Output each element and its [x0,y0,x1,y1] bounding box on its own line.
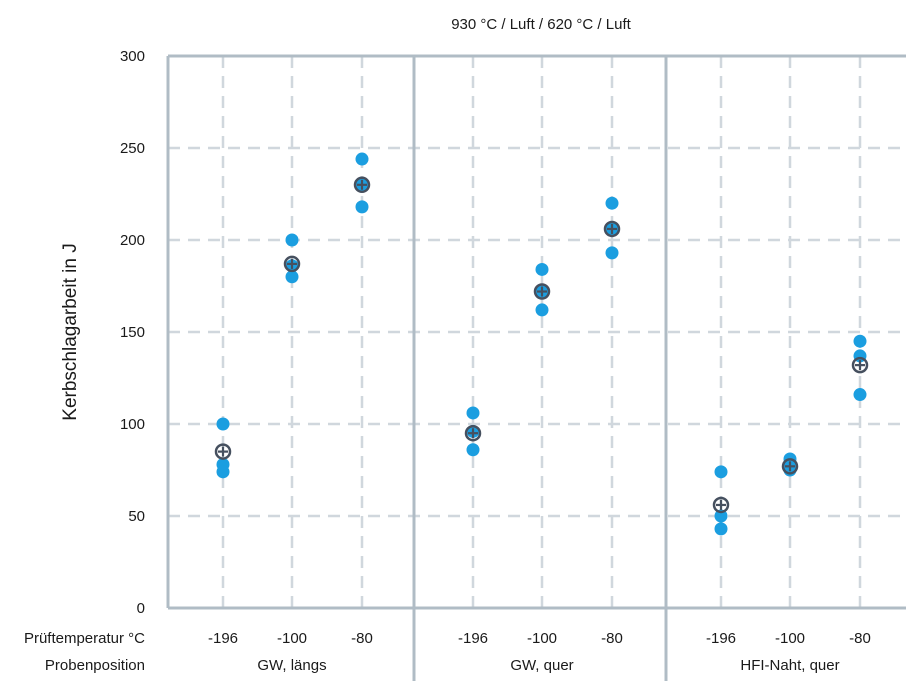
y-tick-label: 50 [128,508,145,525]
y-tick-label: 300 [120,48,145,65]
x-tick-label: -196 [458,630,488,647]
data-point [216,417,230,431]
x-tick-label: -196 [706,630,736,647]
y-axis-label: Kerbschlagarbeit in J [60,243,81,420]
data-point [535,262,549,276]
plot-frame [166,54,906,681]
data-point [714,522,728,536]
mean-marker [603,220,621,238]
data-point [714,509,728,523]
data-point [466,406,480,420]
mean-ring [781,458,799,475]
mean-marker [851,356,869,374]
data-point [355,200,369,214]
x-tick-label: -80 [849,630,871,647]
y-tick-label: 250 [120,140,145,157]
data-point [535,303,549,317]
data-point [466,443,480,457]
data-point [216,465,230,479]
data-point [853,334,867,348]
data-point [605,246,619,260]
data-point [285,270,299,284]
group-label: HFI-Naht, quer [740,657,839,674]
mean-ring [603,220,621,238]
grid-lines [168,56,906,608]
mean-ring [712,496,730,514]
mean-marker [781,458,799,475]
data-point [714,465,728,479]
mean-marker [533,283,551,300]
group-label: GW, längs [257,657,326,674]
y-tick-label: 100 [120,416,145,433]
mean-ring [353,176,371,194]
mean-marker [353,176,371,194]
x-tick-label: -100 [277,630,307,647]
mean-ring [464,424,482,442]
x-tick-label: -80 [351,630,373,647]
mean-ring [851,356,869,374]
y-tick-label: 150 [120,324,145,341]
mean-marker [283,255,301,273]
y-tick-label: 0 [137,600,145,617]
data-point [853,388,867,402]
chart-title: 930 °C / Luft / 620 °C / Luft [451,16,631,33]
x-tick-label: -196 [208,630,238,647]
mean-marker [712,496,730,514]
x-tick-label: -80 [601,630,623,647]
data-point [355,152,369,166]
axis-labels: 930 °C / Luft / 620 °C / Luft Kerbschlag… [24,16,871,674]
data-marks [214,152,869,536]
x-tick-label: -100 [775,630,805,647]
row-label-temperature: Prüftemperatur °C [24,630,145,647]
mean-marker [464,424,482,442]
data-point [285,233,299,247]
mean-ring [214,443,232,460]
data-point [605,196,619,210]
y-tick-label: 200 [120,232,145,249]
group-label: GW, quer [510,657,573,674]
mean-ring [533,283,551,300]
row-label-position: Probenposition [45,657,145,674]
mean-marker [214,443,232,460]
mean-ring [283,255,301,273]
x-tick-label: -100 [527,630,557,647]
